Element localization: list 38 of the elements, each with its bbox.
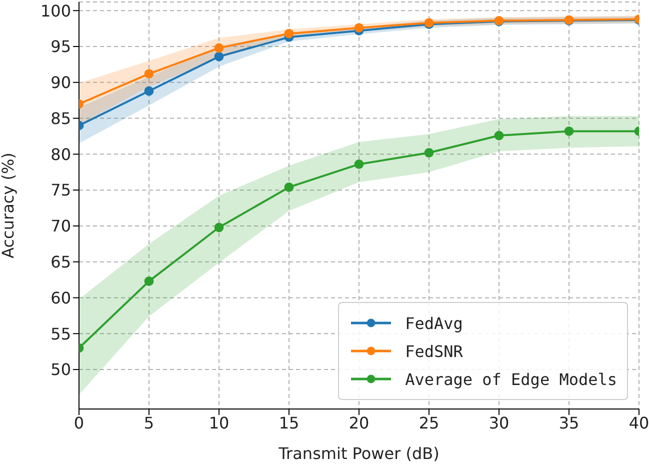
y-tick-label: 100 bbox=[40, 1, 71, 20]
legend-label: FedSNR bbox=[405, 342, 463, 360]
y-tick-label: 55 bbox=[50, 324, 71, 344]
x-tick-label: 15 bbox=[278, 413, 300, 432]
point bbox=[354, 160, 364, 169]
y-tick-label: 90 bbox=[50, 73, 71, 92]
point bbox=[284, 182, 294, 192]
y-tick-label: 60 bbox=[50, 288, 71, 308]
point bbox=[564, 126, 574, 136]
legend-label: FedAvg bbox=[405, 314, 463, 332]
point bbox=[214, 52, 224, 62]
y-tick-label: 85 bbox=[50, 108, 71, 128]
x-tick-label: 40 bbox=[628, 413, 649, 432]
x-tick-label: 10 bbox=[208, 413, 230, 432]
x-tick-label: 25 bbox=[418, 413, 440, 432]
y-tick-label: 80 bbox=[50, 144, 71, 164]
point bbox=[424, 148, 434, 158]
point bbox=[144, 276, 154, 286]
y-tick-label: 95 bbox=[50, 37, 71, 56]
point bbox=[214, 43, 224, 53]
x-tick-label: 30 bbox=[488, 413, 510, 432]
x-tick-label: 35 bbox=[558, 413, 580, 432]
point bbox=[144, 86, 154, 96]
y-axis-title: Accuracy (%) bbox=[0, 152, 18, 258]
y-tick-label: 70 bbox=[50, 216, 71, 236]
y-tick-label: 65 bbox=[50, 252, 71, 272]
point bbox=[494, 130, 504, 140]
point bbox=[284, 28, 294, 38]
x-tick-label: 0 bbox=[74, 413, 84, 432]
x-axis-title: Transmit Power (dB) bbox=[278, 444, 440, 463]
y-tick-label: 50 bbox=[50, 360, 71, 380]
y-tick-label: 75 bbox=[50, 180, 71, 200]
point bbox=[214, 222, 224, 232]
point bbox=[354, 23, 364, 33]
legend-label: Average of Edge Models bbox=[405, 370, 617, 388]
x-tick-label: 5 bbox=[144, 413, 154, 432]
x-tick-label: 20 bbox=[348, 413, 370, 432]
point bbox=[144, 69, 154, 78]
